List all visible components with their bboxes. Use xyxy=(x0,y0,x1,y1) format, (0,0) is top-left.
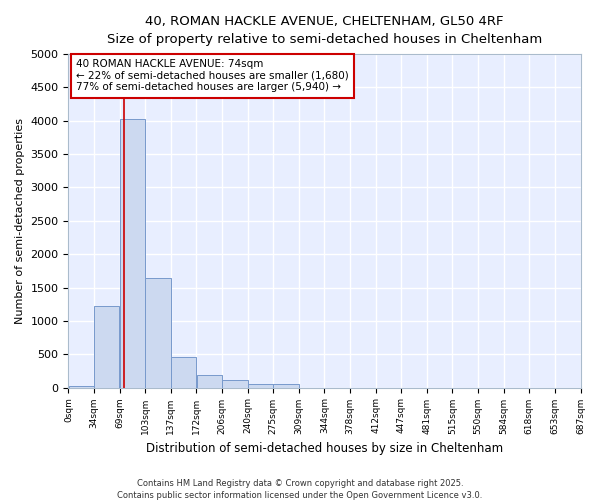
Bar xyxy=(274,384,299,388)
Text: 40 ROMAN HACKLE AVENUE: 74sqm
← 22% of semi-detached houses are smaller (1,680)
: 40 ROMAN HACKLE AVENUE: 74sqm ← 22% of s… xyxy=(76,59,349,92)
Bar xyxy=(171,357,196,388)
Bar xyxy=(197,375,222,388)
Bar xyxy=(145,278,170,388)
Y-axis label: Number of semi-detached properties: Number of semi-detached properties xyxy=(15,118,25,324)
X-axis label: Distribution of semi-detached houses by size in Cheltenham: Distribution of semi-detached houses by … xyxy=(146,442,503,455)
Title: 40, ROMAN HACKLE AVENUE, CHELTENHAM, GL50 4RF
Size of property relative to semi-: 40, ROMAN HACKLE AVENUE, CHELTENHAM, GL5… xyxy=(107,15,542,46)
Bar xyxy=(68,386,94,388)
Bar xyxy=(222,380,248,388)
Bar xyxy=(94,306,119,388)
Bar xyxy=(120,119,145,388)
Text: Contains HM Land Registry data © Crown copyright and database right 2025.
Contai: Contains HM Land Registry data © Crown c… xyxy=(118,478,482,500)
Bar xyxy=(248,384,273,388)
